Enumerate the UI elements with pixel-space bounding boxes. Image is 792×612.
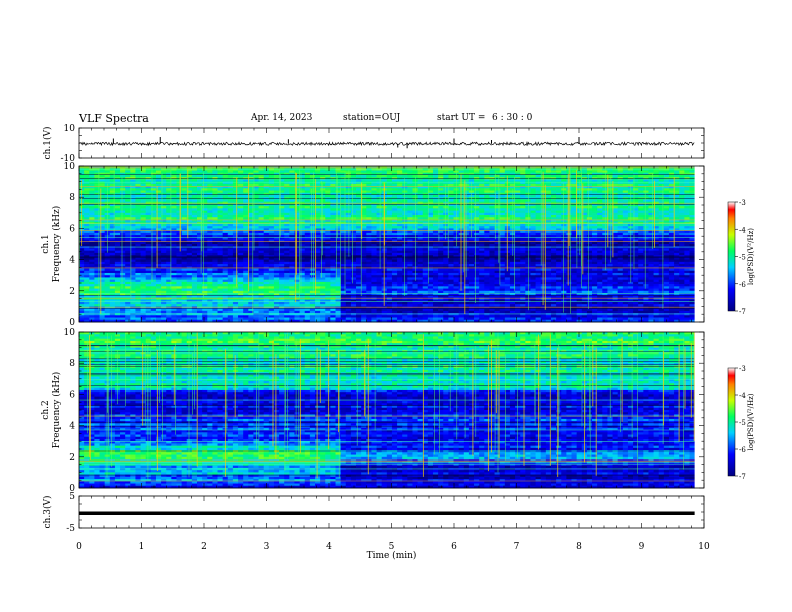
ch1-spectrogram: [79, 166, 704, 322]
spectrogram-cells: [79, 166, 695, 322]
